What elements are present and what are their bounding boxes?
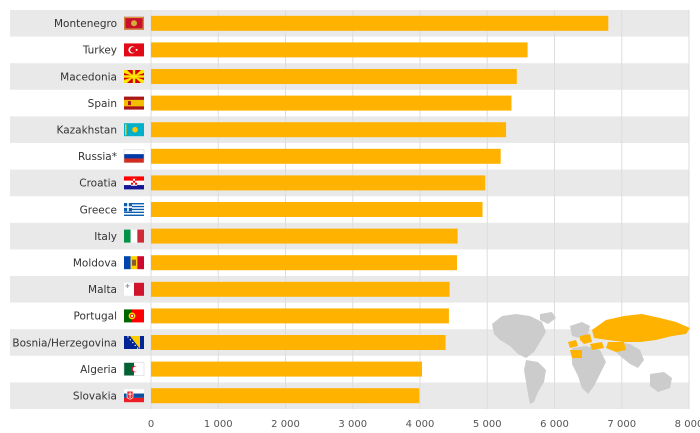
category-label: Malta [88,284,117,296]
category-label: Montenegro [54,18,117,30]
category-label: Turkey [82,45,117,57]
map-north-america [492,314,546,358]
bar [151,42,528,58]
category-label: Bosnia/Herzegovina [12,337,117,349]
category-label: Croatia [79,178,117,190]
bar [151,388,420,404]
map-highlight-turkey [590,342,604,350]
x-tick-label: 5 000 [473,419,502,430]
category-label: Algeria [80,364,117,376]
spain-flag-icon [124,96,144,110]
bar [151,308,449,324]
map-highlight-russia [592,314,690,342]
italy-flag-icon [124,229,144,243]
flags [123,16,145,403]
x-tick-label: 3 000 [338,419,367,430]
x-axis-ticks: 0 1 000 2 000 3 000 4 000 5 000 6 000 7 000 8 00… [148,419,700,430]
category-label: Slovakia [73,391,117,403]
map-highlight-spain [568,340,578,348]
macedonia-flag-icon [124,70,144,83]
map-highlight-kazakhstan [606,342,626,352]
bar [151,281,450,297]
bar [151,175,486,191]
malta-flag-icon [124,282,144,296]
bars [151,15,609,404]
map-greenland [540,312,556,324]
world-map-icon [492,312,690,404]
greece-flag-icon [124,203,144,216]
category-labels: Montenegro Turkey Macedonia Spain Kazakhstan… [12,18,117,402]
map-australia [650,372,672,392]
category-label: Moldova [73,258,117,270]
bar [151,122,507,138]
category-label: Russia* [78,151,117,163]
bar [151,15,609,31]
slovakia-flag-icon [124,389,144,403]
category-label: Spain [88,98,117,110]
turkey-flag-icon [124,43,144,57]
bar [151,255,457,271]
moldova-flag-icon [124,256,144,270]
map-south-america [524,360,546,404]
category-label: Greece [80,204,117,216]
category-label: Portugal [74,311,118,323]
x-tick-label: 7 000 [607,419,636,430]
x-tick-label: 8 000 [675,419,700,430]
category-label: Italy [94,231,117,243]
bar [151,202,483,217]
bar [151,95,512,111]
category-label: Macedonia [60,71,117,83]
portugal-flag-icon [124,309,144,323]
kazakhstan-flag-icon [124,123,144,137]
map-highlight-balkans [580,334,592,344]
x-tick-label: 1 000 [204,419,233,430]
bar [151,361,423,377]
x-tick-label: 4 000 [406,419,435,430]
x-tick-label: 0 [148,419,154,430]
croatia-flag-icon [124,176,144,190]
x-tick-label: 6 000 [540,419,569,430]
bar [151,148,501,164]
bosnia-herzegovina-flag-icon [124,336,144,349]
bar [151,335,446,350]
map-europe [570,322,590,338]
bar [151,69,517,84]
category-label: Kazakhstan [57,125,118,137]
bar [151,228,458,244]
algeria-flag-icon [123,362,145,376]
map-highlight-algeria [570,350,582,358]
montenegro-flag-icon [124,16,144,30]
russia-flag-icon [123,149,145,164]
x-tick-label: 2 000 [271,419,300,430]
